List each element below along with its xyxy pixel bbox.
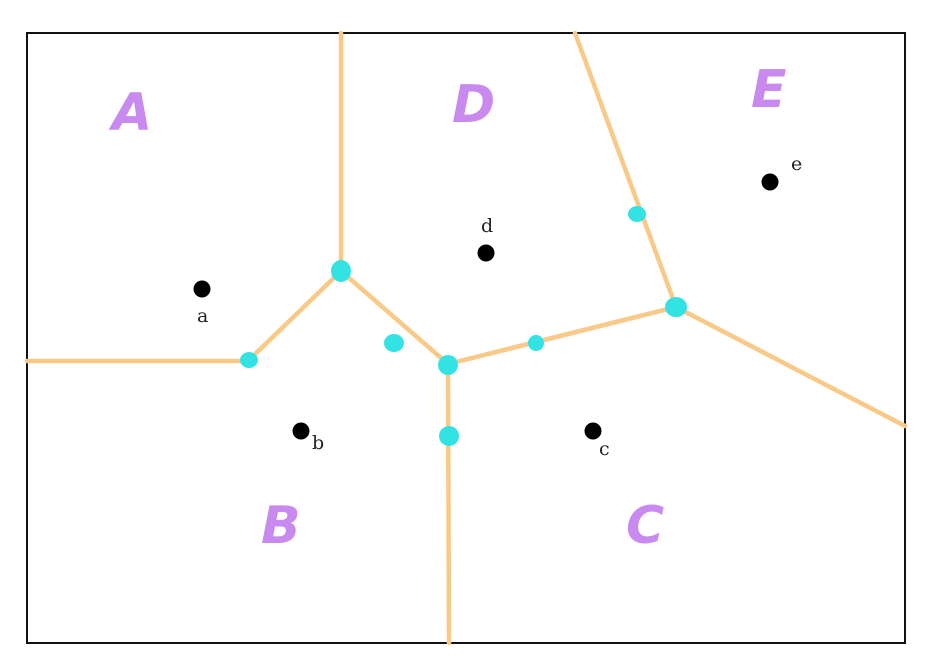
region-label-e: E (751, 60, 787, 120)
region-label-c: C (626, 496, 664, 556)
site-label-b: b (312, 432, 324, 454)
region-label-a: A (108, 83, 152, 143)
site-label-c: c (599, 438, 610, 460)
site-point-d (477, 244, 495, 262)
voronoi-edges (24, 30, 908, 646)
vertex-marker (438, 355, 458, 375)
edge-d-e (572, 30, 679, 310)
site-label-d: d (481, 215, 493, 237)
vertex-marker (384, 334, 404, 352)
edge-b-d (338, 268, 451, 367)
vertex-marker (528, 335, 544, 351)
region-label-b: B (261, 496, 301, 556)
vertex-marker (628, 206, 646, 222)
region-label-d: D (452, 75, 495, 135)
vertex-marker (665, 297, 687, 317)
voronoi-vertices (240, 206, 687, 446)
vertex-marker (240, 352, 258, 368)
site-label-e: e (791, 153, 802, 175)
site-point-c (584, 422, 602, 440)
diagram-frame (26, 32, 906, 644)
edge-b-c (445, 361, 452, 646)
site-label-a: a (197, 305, 208, 327)
region-labels: A D E B C (108, 60, 787, 556)
vertex-marker (439, 426, 459, 446)
site-point-e (761, 173, 779, 191)
vertex-marker (331, 260, 351, 282)
site-point-b (292, 422, 310, 440)
site-point-a (193, 280, 211, 298)
edge-c-d (445, 304, 679, 367)
edge-a-b-upper (245, 268, 344, 364)
sites: a b c d e (193, 153, 802, 460)
edge-c-e (673, 304, 908, 429)
